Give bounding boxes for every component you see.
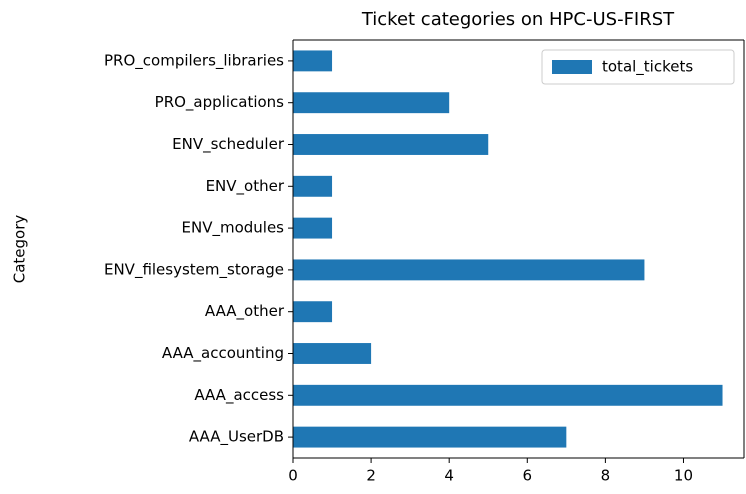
y-tick-label: PRO_applications (155, 93, 285, 112)
y-tick-label: AAA_other (205, 302, 285, 321)
bar (293, 384, 723, 406)
chart-title: Ticket categories on HPC-US-FIRST (361, 9, 675, 30)
bar (293, 343, 372, 364)
x-tick-label: 6 (523, 467, 533, 485)
bar (293, 92, 450, 114)
y-tick-label: PRO_compilers_libraries (104, 51, 284, 70)
y-tick-label: AAA_accounting (162, 344, 284, 363)
bar (293, 259, 645, 281)
y-tick-label: AAA_access (194, 386, 284, 405)
x-tick-label: 2 (366, 467, 376, 485)
y-tick-label: ENV_filesystem_storage (104, 260, 284, 279)
x-tick-label: 4 (444, 467, 454, 485)
bar (293, 426, 567, 448)
y-tick-label: AAA_UserDB (189, 428, 284, 447)
x-tick-label: 10 (674, 467, 693, 485)
legend-box (541, 49, 735, 85)
bar (293, 175, 333, 197)
y-tick-label: ENV_other (206, 177, 285, 196)
bar (293, 217, 333, 239)
bar (293, 50, 333, 72)
x-tick-label: 0 (288, 467, 298, 485)
y-axis-label: Category (11, 215, 29, 284)
y-tick-label: ENV_modules (182, 219, 285, 238)
legend-label: total_tickets (602, 58, 693, 77)
bar (293, 134, 489, 155)
x-tick-label: 8 (601, 467, 611, 485)
y-tick-label: ENV_scheduler (172, 135, 285, 154)
bar (293, 301, 333, 323)
legend-swatch (552, 60, 592, 74)
